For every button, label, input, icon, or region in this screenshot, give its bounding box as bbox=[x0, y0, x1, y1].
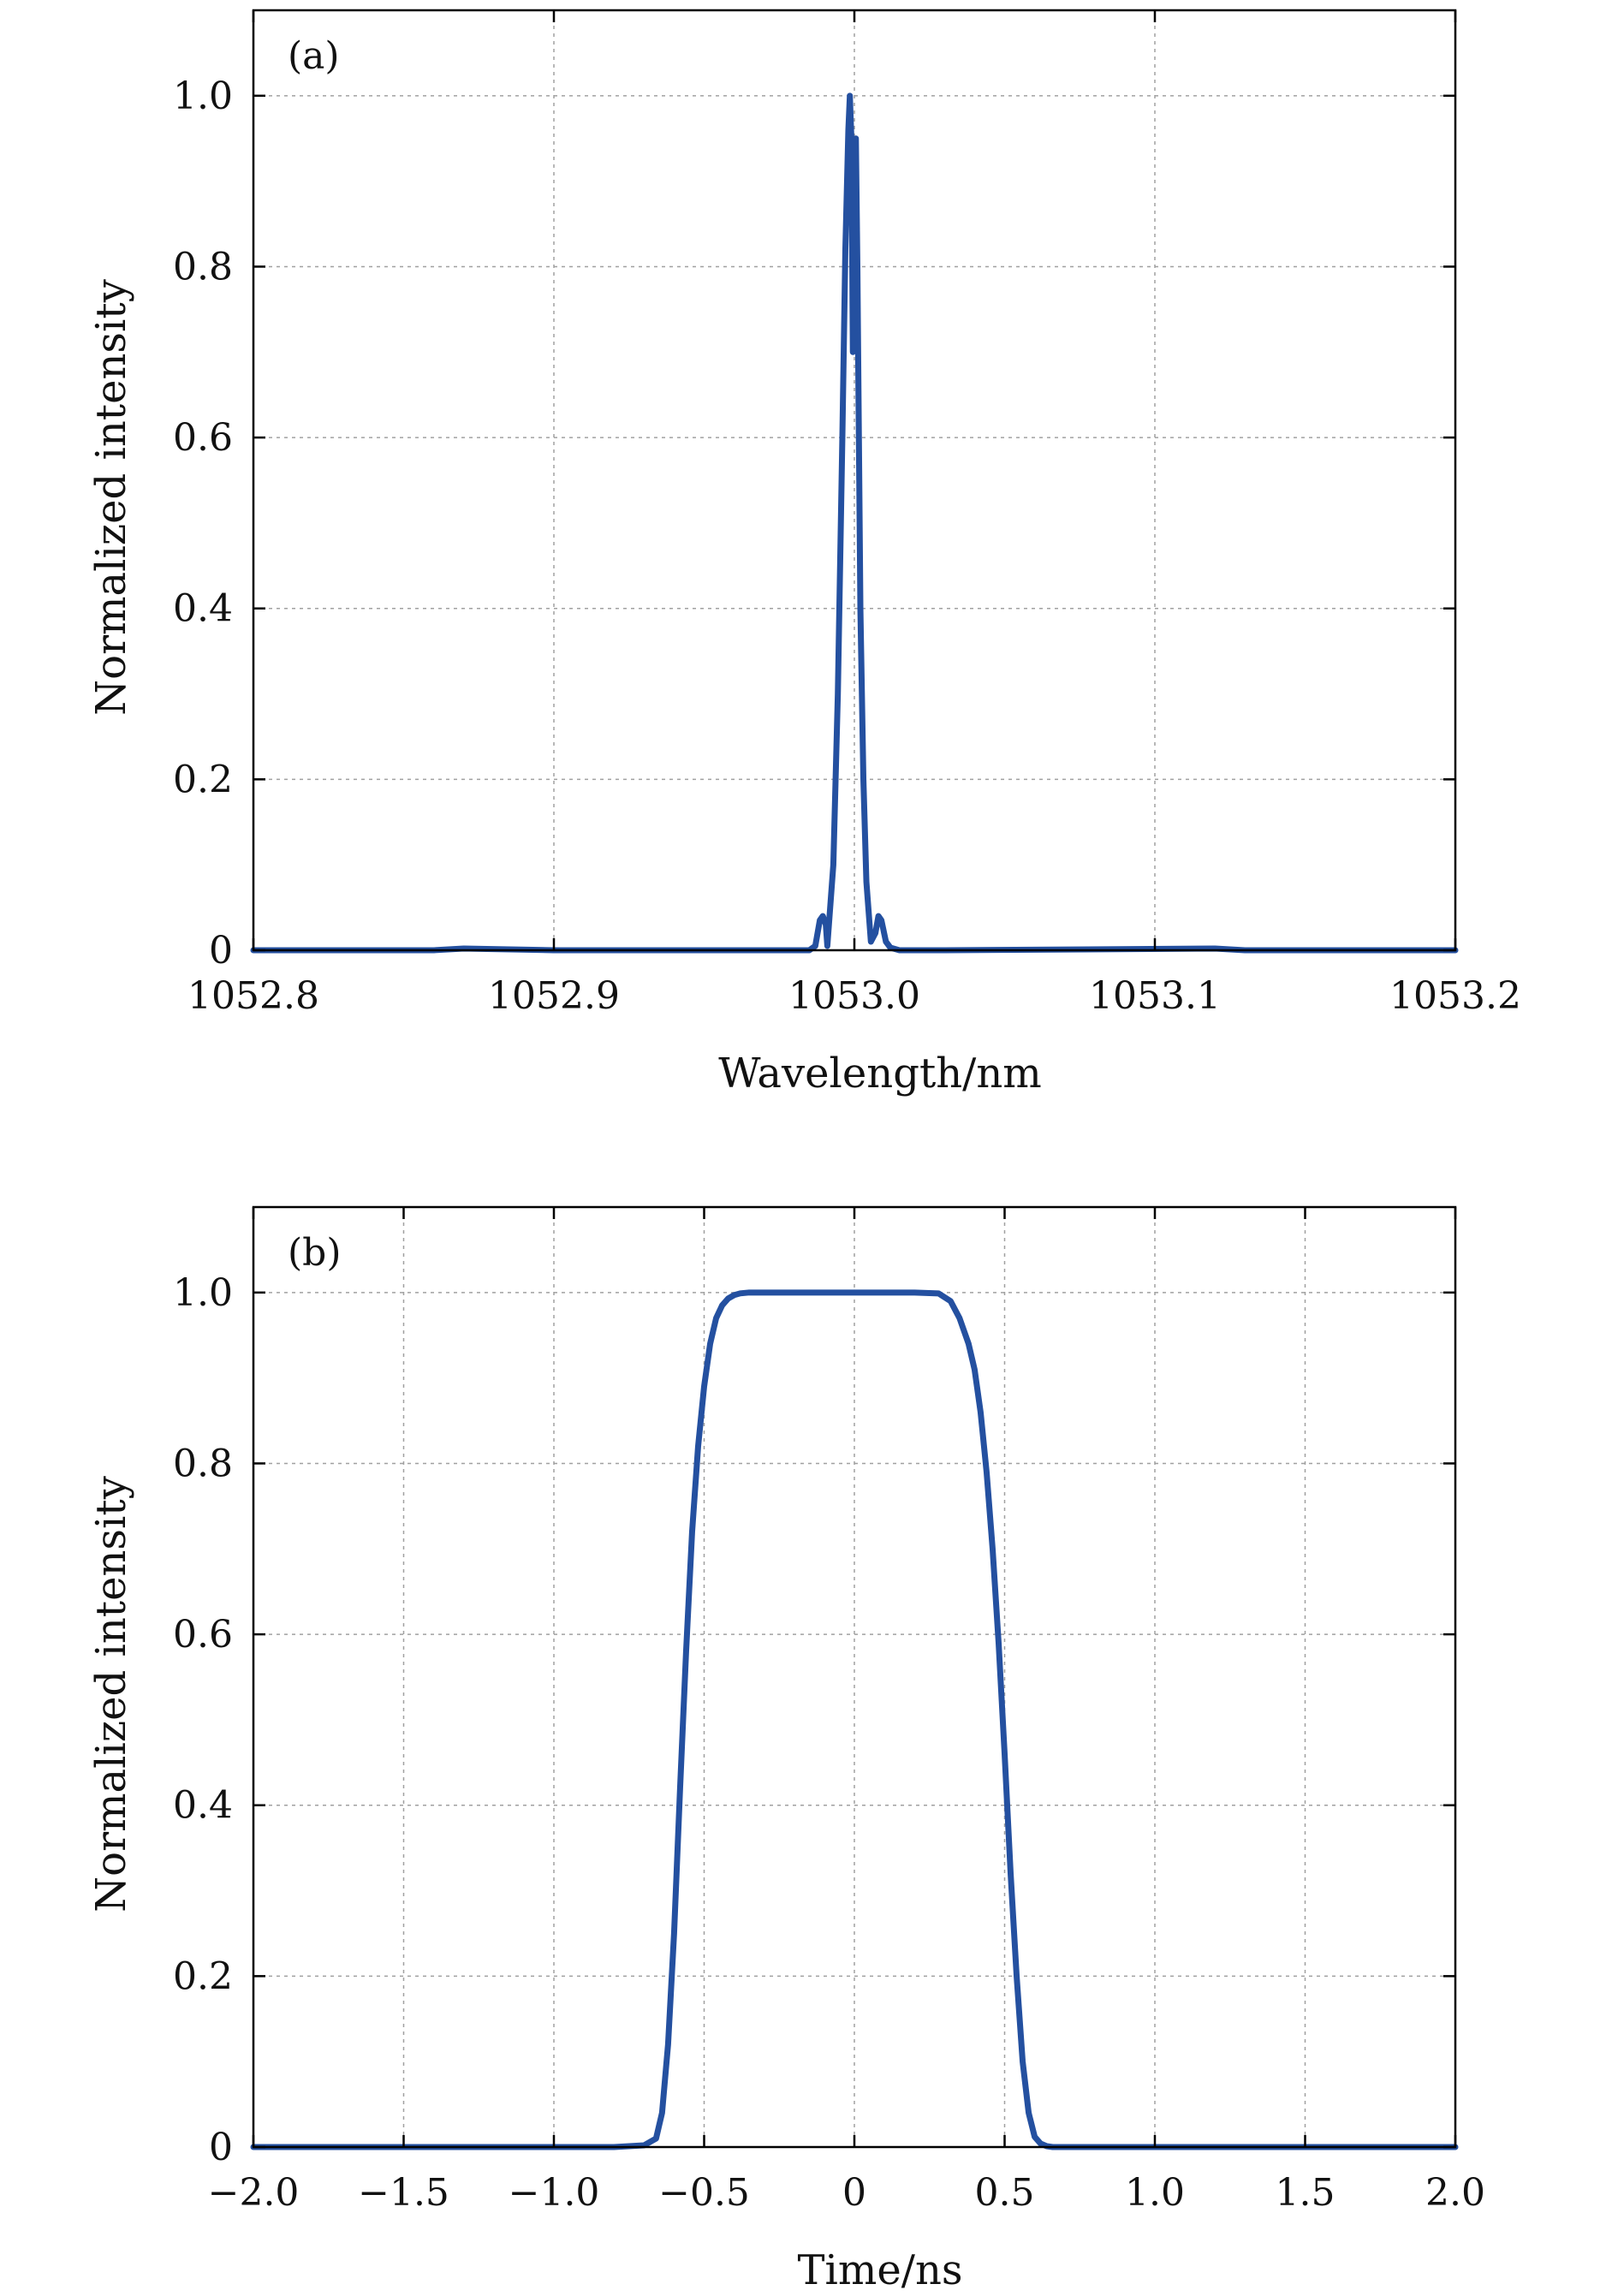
panel-a-x-tick-label: 1053.2 bbox=[1389, 974, 1521, 1018]
panel-b-x-axis-title: Time/ns bbox=[797, 2246, 962, 2294]
panel-b-x-tick-label: 2.0 bbox=[1425, 2171, 1485, 2215]
panel-b-x-tick-label: −2.0 bbox=[208, 2171, 300, 2215]
panel-b-y-tick-label: 0 bbox=[209, 2126, 233, 2169]
panel-b-x-tick-label: −1.5 bbox=[358, 2171, 449, 2215]
panel-a-x-axis-title: Wavelength/nm bbox=[718, 1050, 1042, 1097]
panel-b-y-tick-label: 0.6 bbox=[173, 1613, 233, 1657]
panel-b-x-tick-label: 1.5 bbox=[1276, 2171, 1335, 2215]
panel-b-x-tick-label: −0.5 bbox=[658, 2171, 750, 2215]
panel-a-label: (a) bbox=[288, 34, 340, 78]
panel-a: 1052.8 1052.9 1053.0 1053.1 1053.2 0 0.2 0.4 0.6… bbox=[87, 9, 1521, 1097]
panel-a-x-tick-label: 1053.0 bbox=[788, 974, 920, 1018]
panel-b-label: (b) bbox=[288, 1231, 342, 1275]
panel-b-x-tick-label: 1.0 bbox=[1125, 2171, 1185, 2215]
panel-b-y-tick-label: 0.4 bbox=[173, 1784, 233, 1828]
panel-a-ticks: 1052.8 1052.9 1053.0 1053.1 1053.2 0 0.2 0.4 0.6… bbox=[173, 10, 1521, 1018]
panel-a-series-line-0 bbox=[250, 92, 1459, 954]
panel-a-x-tick-label: 1053.1 bbox=[1089, 974, 1221, 1018]
panel-a-y-tick-label: 0.8 bbox=[173, 245, 233, 288]
panel-a-y-tick-label: 1.0 bbox=[173, 74, 233, 118]
panel-b-y-axis-title: Normalized intensity bbox=[87, 1476, 135, 1912]
panel-a-y-axis-title: Normalized intensity bbox=[87, 279, 135, 716]
panel-b-ticks: −2.0 −1.5 −1.0 −0.5 0 0.5 1.0 1.5 2.0 0 0.2 0.4 0.6 0… bbox=[173, 1207, 1485, 2215]
panel-b-series-line-0 bbox=[250, 1289, 1459, 2150]
panel-b-x-tick-label: 0 bbox=[842, 2171, 866, 2215]
panel-a-y-tick-label: 0.6 bbox=[173, 416, 233, 460]
panel-a-y-tick-label: 0.4 bbox=[173, 587, 233, 631]
panel-a-y-tick-label: 0.2 bbox=[173, 758, 233, 801]
panel-b-x-tick-label: 0.5 bbox=[975, 2171, 1035, 2215]
panel-b-grid bbox=[253, 1207, 1455, 2147]
panel-b: −2.0 −1.5 −1.0 −0.5 0 0.5 1.0 1.5 2.0 0 0.2 0.4 0.6 0… bbox=[87, 1205, 1485, 2294]
panel-a-x-tick-label: 1052.9 bbox=[488, 974, 620, 1018]
panel-a-y-tick-label: 0 bbox=[209, 929, 233, 973]
panel-b-series bbox=[250, 1289, 1459, 2150]
panel-a-series bbox=[250, 92, 1459, 954]
panel-b-y-tick-label: 1.0 bbox=[173, 1271, 233, 1315]
panel-a-x-tick-label: 1052.8 bbox=[187, 974, 319, 1018]
panel-b-x-tick-label: −1.0 bbox=[509, 2171, 600, 2215]
panel-b-y-tick-label: 0.8 bbox=[173, 1442, 233, 1485]
panel-b-y-tick-label: 0.2 bbox=[173, 1954, 233, 1998]
